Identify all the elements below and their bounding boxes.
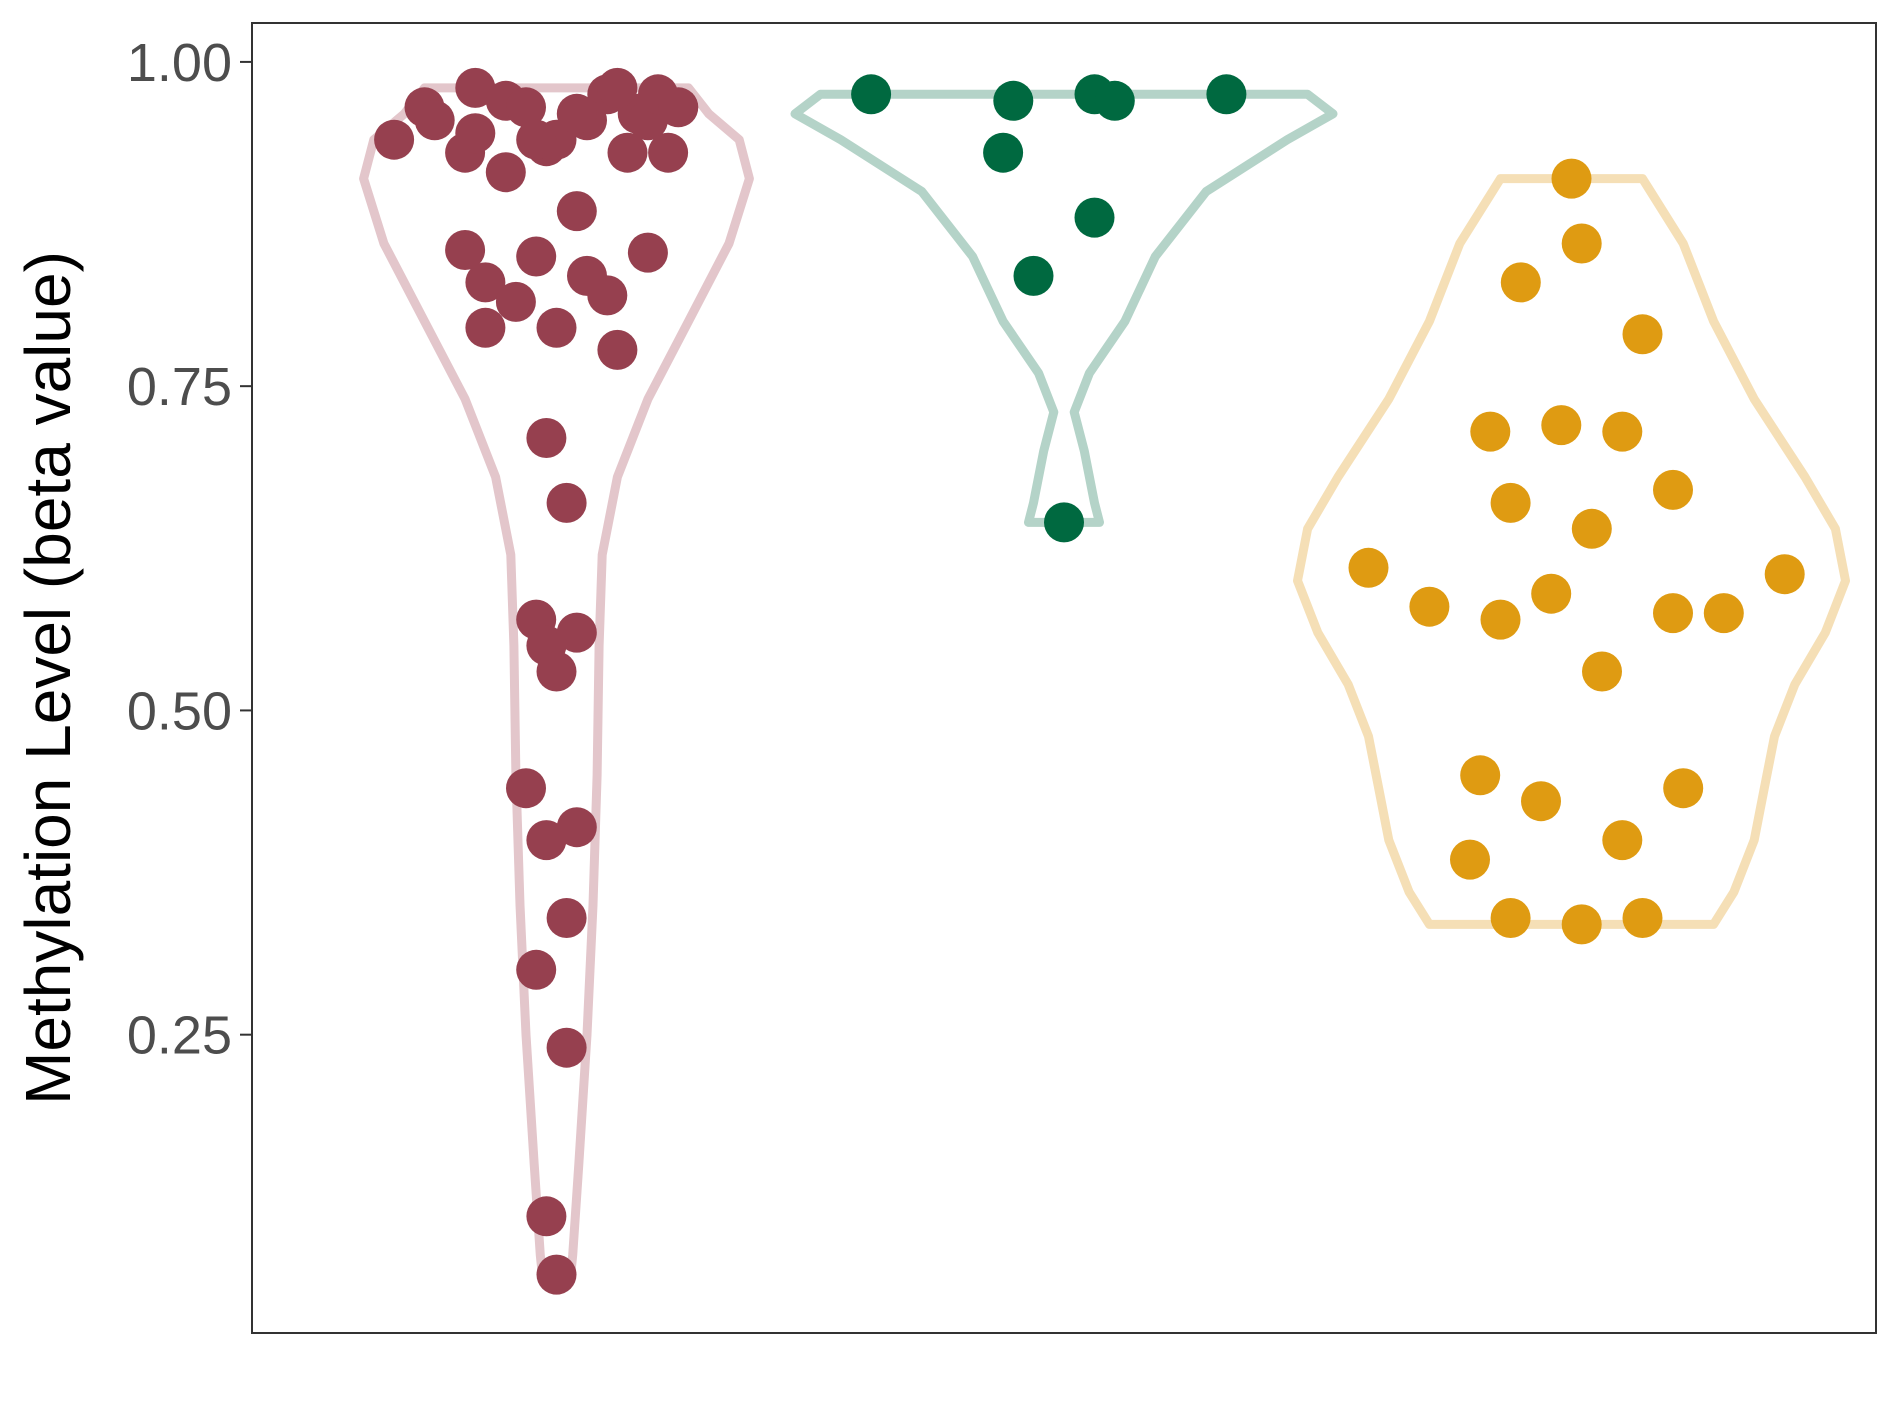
data-point bbox=[1460, 755, 1501, 796]
data-point bbox=[1500, 262, 1541, 303]
data-point bbox=[1348, 547, 1389, 588]
data-point bbox=[1044, 502, 1084, 543]
data-point bbox=[414, 100, 455, 141]
y-axis-title: Methylation Level (beta value) bbox=[12, 251, 84, 1105]
data-point bbox=[516, 949, 557, 990]
data-point bbox=[1013, 255, 1054, 296]
data-point bbox=[1653, 469, 1693, 510]
data-point bbox=[1521, 781, 1561, 822]
data-point bbox=[455, 67, 496, 108]
data-point bbox=[516, 119, 557, 160]
data-point bbox=[465, 307, 506, 348]
data-point bbox=[495, 281, 536, 322]
data-point bbox=[1653, 593, 1693, 634]
data-point bbox=[536, 1254, 577, 1295]
data-point bbox=[526, 418, 567, 458]
data-point bbox=[556, 612, 597, 653]
data-point bbox=[546, 898, 587, 938]
data-point bbox=[485, 152, 526, 193]
violin-outline-3 bbox=[1293, 174, 1850, 929]
data-point bbox=[1622, 898, 1663, 938]
data-point bbox=[993, 80, 1034, 121]
data-point bbox=[465, 262, 506, 303]
data-point bbox=[556, 807, 597, 848]
data-point bbox=[1703, 593, 1744, 634]
data-point bbox=[1551, 158, 1592, 199]
data-point bbox=[374, 119, 415, 160]
data-point bbox=[536, 307, 577, 348]
data-point bbox=[556, 191, 597, 232]
data-point bbox=[506, 87, 546, 128]
data-point bbox=[1561, 223, 1602, 264]
data-point bbox=[587, 275, 628, 316]
violin-outline-2 bbox=[790, 89, 1338, 527]
plot-panel-border bbox=[251, 22, 1877, 1334]
y-tick-label: 0.25 bbox=[127, 1006, 232, 1066]
data-point bbox=[536, 651, 577, 692]
y-tick-label: 0.50 bbox=[127, 681, 232, 741]
data-point bbox=[1541, 405, 1582, 446]
data-point bbox=[1450, 839, 1490, 880]
data-point bbox=[597, 67, 638, 108]
data-point bbox=[1571, 508, 1612, 549]
data-point bbox=[1409, 586, 1450, 627]
data-point bbox=[445, 230, 486, 270]
data-point bbox=[546, 1027, 587, 1068]
data-point bbox=[1470, 411, 1511, 452]
data-point bbox=[648, 132, 689, 173]
data-point bbox=[1561, 904, 1602, 945]
point-layer bbox=[374, 67, 1805, 1295]
data-point bbox=[1490, 482, 1531, 523]
data-point bbox=[1663, 768, 1704, 809]
data-point bbox=[1622, 314, 1663, 355]
data-point bbox=[546, 482, 587, 523]
data-point bbox=[627, 232, 668, 273]
data-point bbox=[1490, 898, 1531, 938]
data-point bbox=[607, 132, 648, 173]
data-point bbox=[983, 132, 1024, 173]
data-point bbox=[526, 1196, 567, 1237]
data-point bbox=[1074, 197, 1115, 238]
data-point bbox=[1531, 573, 1572, 614]
data-point bbox=[851, 74, 892, 115]
data-point bbox=[1094, 80, 1135, 121]
y-axis: 0.25 0.50 0.75 1.00 bbox=[127, 33, 252, 1066]
data-point bbox=[1764, 554, 1805, 595]
data-point bbox=[1582, 651, 1622, 692]
data-point bbox=[516, 236, 557, 277]
data-point bbox=[1602, 820, 1643, 861]
y-tick-label: 0.75 bbox=[127, 357, 232, 417]
data-point bbox=[526, 820, 567, 861]
data-point bbox=[658, 87, 699, 128]
data-point bbox=[556, 93, 597, 134]
data-point bbox=[1206, 74, 1247, 115]
data-point bbox=[1602, 411, 1643, 452]
data-point bbox=[455, 113, 496, 154]
data-point bbox=[1480, 599, 1521, 640]
y-tick-label: 1.00 bbox=[127, 33, 232, 93]
data-point bbox=[506, 768, 546, 809]
data-point bbox=[597, 329, 638, 370]
